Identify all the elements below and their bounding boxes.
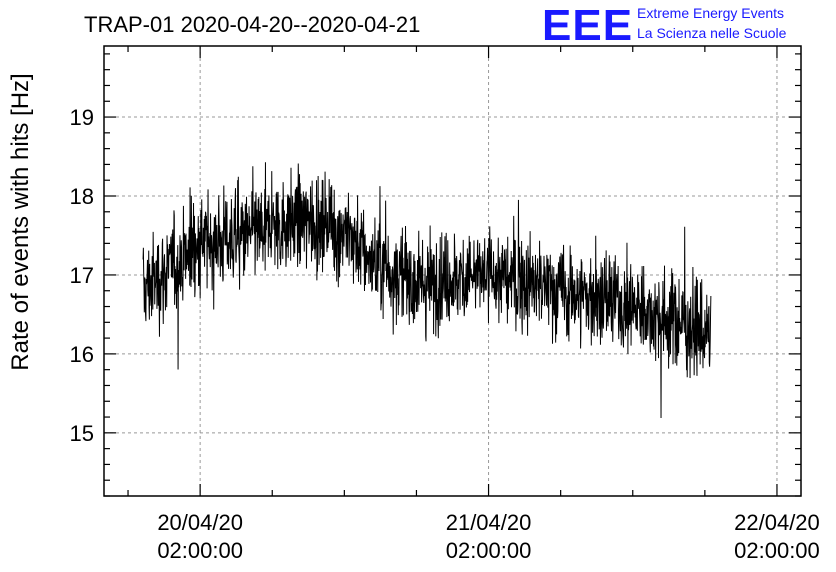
axes xyxy=(103,45,802,497)
logo-line2: La Scienza nelle Scuole xyxy=(637,25,787,41)
logo: EEE Extreme Energy Events La Scienza nel… xyxy=(542,1,787,50)
y-tick-label: 16 xyxy=(70,342,94,367)
y-tick-label: 15 xyxy=(70,421,94,446)
x-tick-label-date: 22/04/20 xyxy=(734,510,820,535)
x-tick-labels: 20/04/20 02:00:00 21/04/20 02:00:00 22/04/20… xyxy=(157,510,819,563)
series-line xyxy=(142,162,712,419)
y-tick-label: 19 xyxy=(70,105,94,130)
chart-title: TRAP-01 2020-04-20--2020-04-21 xyxy=(84,12,420,37)
x-tick-label-time: 02:00:00 xyxy=(734,538,820,563)
logo-line1: Extreme Energy Events xyxy=(637,5,784,21)
plot-frame xyxy=(103,45,802,497)
y-tick-labels: 15 16 17 18 19 xyxy=(70,105,94,446)
y-tick-label: 18 xyxy=(70,184,94,209)
x-tick-label-date: 21/04/20 xyxy=(446,510,532,535)
x-tick-label-time: 02:00:00 xyxy=(446,538,532,563)
grid xyxy=(104,46,801,496)
x-tick-label-date: 20/04/20 xyxy=(157,510,243,535)
y-tick-label: 17 xyxy=(70,263,94,288)
series-group xyxy=(142,162,712,419)
x-tick-label-time: 02:00:00 xyxy=(157,538,243,563)
y-axis-label: Rate of events with hits [Hz] xyxy=(7,73,34,370)
logo-mark: EEE xyxy=(542,1,633,50)
